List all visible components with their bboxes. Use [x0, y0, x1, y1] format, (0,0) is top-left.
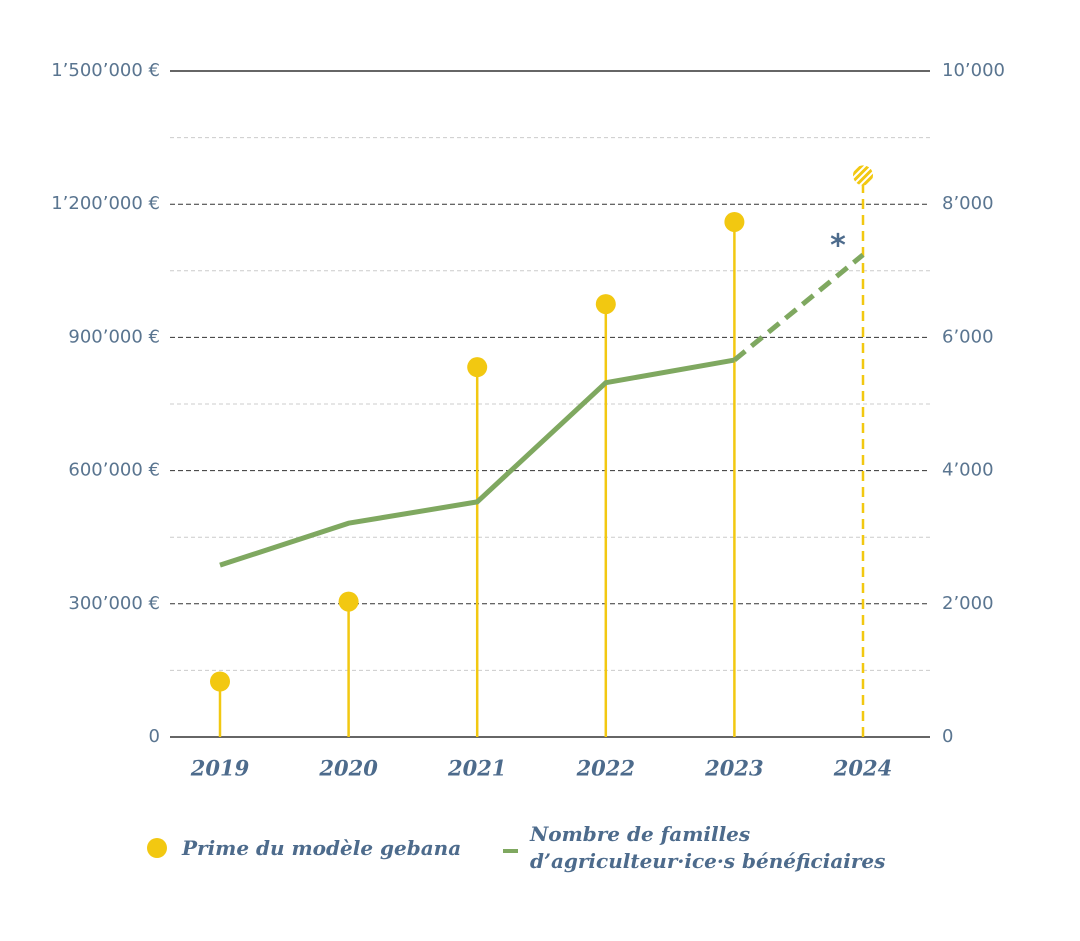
y2-tick-label: 8’000: [942, 193, 994, 214]
lollipop-dot: [210, 671, 230, 692]
y2-tick-label: 2’000: [942, 593, 994, 614]
x-tick-label: 2022: [576, 756, 635, 781]
y2-tick-label: 6’000: [942, 326, 994, 347]
y-tick-label: 1’500’000 €: [51, 60, 160, 81]
legend-label: Prime du modèle gebana: [182, 836, 462, 860]
lollipop-dot: [338, 591, 359, 612]
y2-tick-label: 0: [942, 726, 953, 747]
y-tick-label: 1’200’000 €: [51, 193, 160, 214]
y2-tick-label: 4’000: [942, 460, 994, 481]
line-series-estimated: [732, 252, 865, 362]
y-tick-label: 900’000 €: [68, 326, 160, 347]
lollipop-dot: [595, 294, 616, 315]
x-tick-label: 2020: [318, 756, 378, 781]
y-tick-label: 600’000 €: [68, 460, 160, 481]
lollipop-dot: [724, 211, 745, 232]
x-tick-label: 2019: [190, 756, 250, 781]
line-series: [219, 357, 735, 568]
y-tick-label: 300’000 €: [68, 593, 160, 614]
lollipop-dot: [467, 357, 488, 378]
legend-symbol: [147, 838, 167, 858]
x-tick-label: 2021: [447, 756, 506, 781]
annotation: *: [830, 228, 846, 263]
y2-tick-label: 10’000: [942, 60, 1005, 81]
lollipop-dot: [853, 165, 873, 186]
y-tick-label: 0: [149, 726, 160, 747]
x-tick-label: 2024: [833, 756, 892, 781]
x-tick-label: 2023: [704, 756, 763, 781]
legend-label: Nombre de familles d’agriculteur·ice·s b…: [530, 822, 886, 873]
